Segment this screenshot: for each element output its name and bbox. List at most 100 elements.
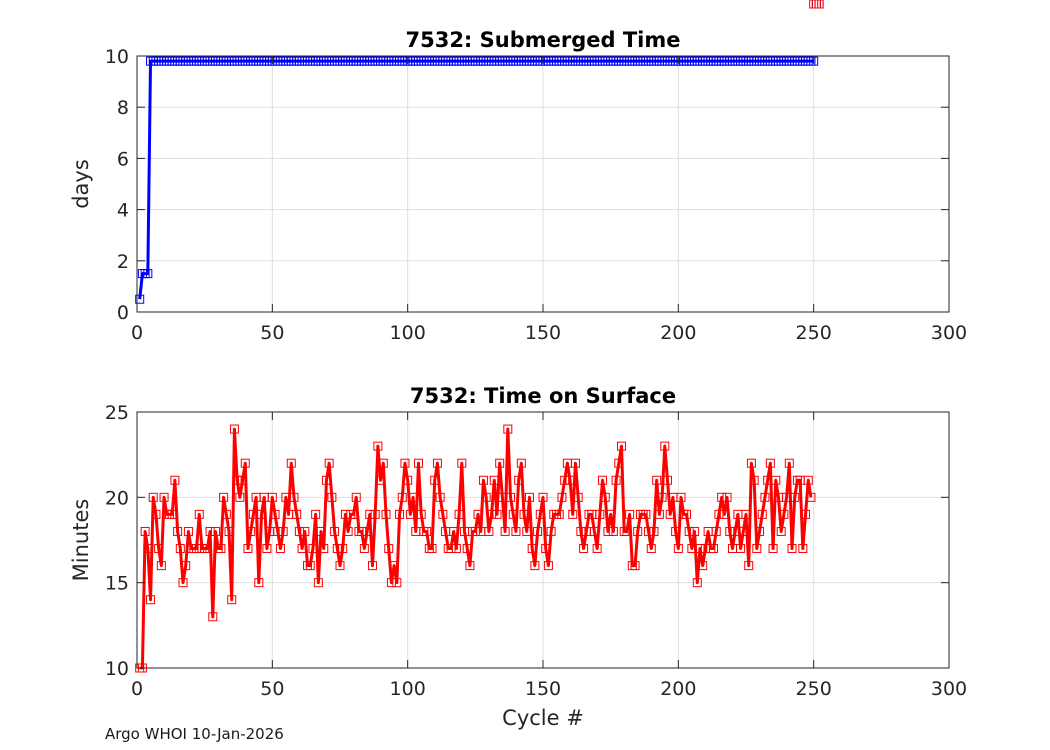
- data-point: [625, 509, 635, 519]
- y-tick-label: 0: [117, 302, 129, 324]
- data-point: [506, 492, 516, 502]
- data-point: [557, 492, 567, 502]
- data-point: [519, 509, 529, 519]
- data-point: [151, 509, 161, 519]
- data-point: [803, 475, 813, 485]
- data-point: [757, 509, 767, 519]
- data-point: [649, 526, 659, 536]
- data-point: [438, 509, 448, 519]
- x-tick-label: 100: [390, 678, 426, 700]
- data-point: [814, 0, 824, 9]
- x-tick-label: 150: [525, 678, 561, 700]
- data-point: [684, 526, 694, 536]
- data-point: [633, 526, 643, 536]
- data-point: [535, 509, 545, 519]
- data-point: [292, 509, 302, 519]
- data-point: [589, 526, 599, 536]
- data-point: [495, 458, 505, 468]
- data-point: [527, 544, 537, 554]
- data-point: [814, 0, 824, 9]
- data-point: [432, 458, 442, 468]
- data-point: [541, 544, 551, 554]
- data-point: [749, 475, 759, 485]
- data-point: [219, 492, 229, 502]
- data-point: [319, 544, 329, 554]
- data-point: [221, 509, 231, 519]
- x-tick-label: 50: [260, 322, 284, 344]
- data-point: [159, 492, 169, 502]
- data-point: [465, 561, 475, 571]
- data-point: [235, 492, 245, 502]
- data-point: [681, 509, 691, 519]
- data-point: [725, 526, 735, 536]
- data-point: [386, 578, 396, 588]
- data-point: [752, 544, 762, 554]
- data-point: [316, 526, 326, 536]
- data-point: [592, 544, 602, 554]
- data-point: [644, 526, 654, 536]
- x-tick-label: 250: [796, 678, 832, 700]
- x-tick-label: 0: [131, 678, 143, 700]
- data-point: [760, 492, 770, 502]
- data-point: [449, 526, 459, 536]
- data-point: [641, 509, 651, 519]
- data-point: [373, 441, 383, 451]
- data-point: [608, 526, 618, 536]
- data-point: [338, 544, 348, 554]
- data-point: [660, 441, 670, 451]
- data-point: [614, 458, 624, 468]
- data-point: [711, 526, 721, 536]
- data-point: [173, 526, 183, 536]
- data-point: [205, 526, 215, 536]
- x-axis-label: Cycle #: [502, 706, 584, 730]
- data-point: [470, 526, 480, 536]
- data-point: [771, 475, 781, 485]
- data-point: [741, 509, 751, 519]
- data-point: [367, 561, 377, 571]
- data-point: [216, 544, 226, 554]
- data-point: [779, 509, 789, 519]
- data-point: [278, 526, 288, 536]
- data-point: [554, 509, 564, 519]
- data-point: [451, 544, 461, 554]
- data-point: [484, 526, 494, 536]
- data-point: [801, 509, 811, 519]
- data-point: [143, 544, 153, 554]
- data-point: [738, 526, 748, 536]
- data-point: [289, 492, 299, 502]
- data-point: [376, 475, 386, 485]
- x-tick-label: 150: [525, 322, 561, 344]
- data-point: [576, 526, 586, 536]
- data-point: [351, 492, 361, 502]
- data-point: [397, 492, 407, 502]
- chart-title: 7532: Submerged Time: [405, 28, 680, 52]
- data-point: [598, 475, 608, 485]
- data-point: [395, 509, 405, 519]
- data-point: [776, 526, 786, 536]
- data-point: [806, 492, 816, 502]
- data-point: [181, 561, 191, 571]
- data-point: [243, 544, 253, 554]
- series-markers: [135, 0, 824, 673]
- data-point: [308, 544, 318, 554]
- data-point: [254, 578, 264, 588]
- data-point: [232, 475, 242, 485]
- data-point: [135, 294, 145, 304]
- data-point: [343, 526, 353, 536]
- data-point: [565, 475, 575, 485]
- data-point: [616, 441, 626, 451]
- data-point: [170, 475, 180, 485]
- data-point: [156, 561, 166, 571]
- data-point: [784, 458, 794, 468]
- data-point: [140, 526, 150, 536]
- data-point: [330, 526, 340, 536]
- data-point: [692, 578, 702, 588]
- data-point: [462, 544, 472, 554]
- data-point: [365, 509, 375, 519]
- data-point: [349, 509, 359, 519]
- data-point: [546, 526, 556, 536]
- data-point: [500, 526, 510, 536]
- data-point: [516, 458, 526, 468]
- data-point: [568, 509, 578, 519]
